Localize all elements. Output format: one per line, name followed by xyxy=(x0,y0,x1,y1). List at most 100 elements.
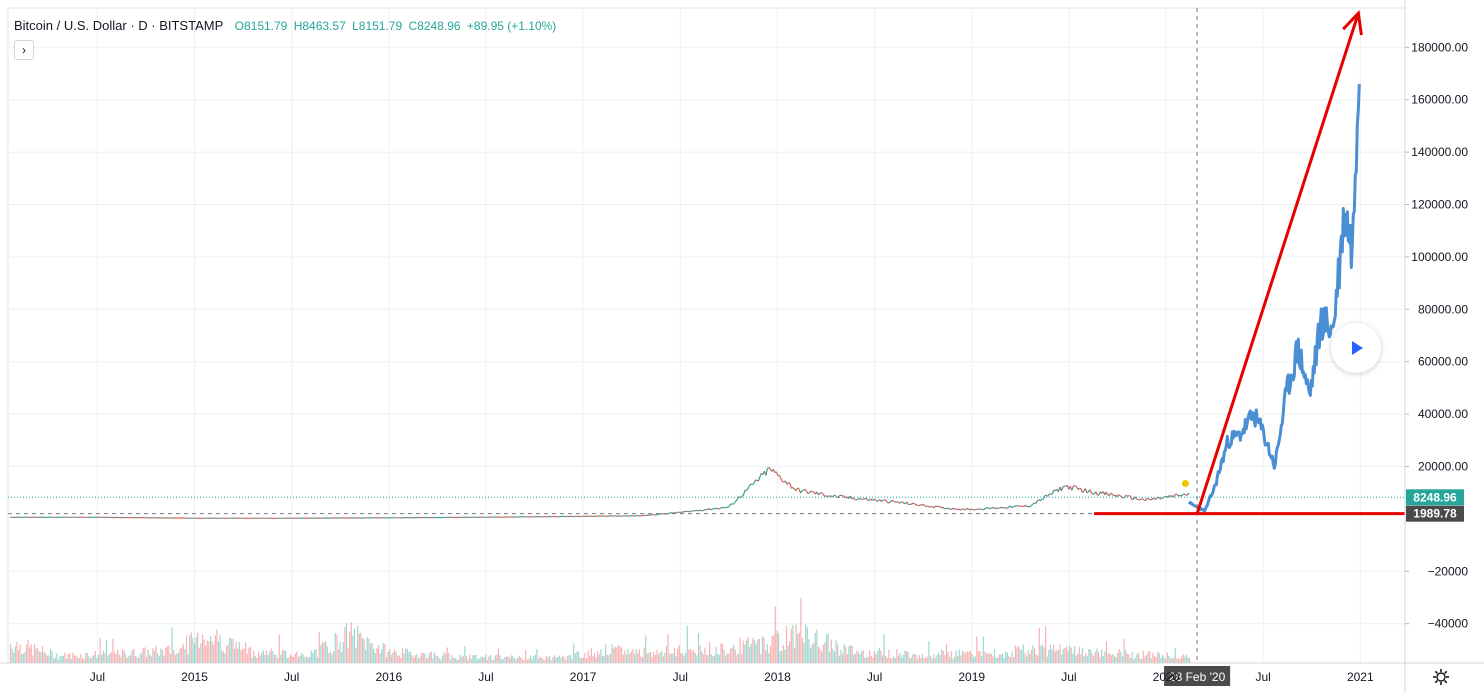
volume-bar xyxy=(1136,654,1138,663)
price-segment xyxy=(1105,491,1109,496)
price-segment xyxy=(645,514,648,517)
volume-bar xyxy=(843,644,845,663)
price-segment xyxy=(753,479,756,484)
volume-bar xyxy=(849,645,852,663)
volume-bar xyxy=(265,650,268,663)
volume-bar xyxy=(385,657,388,663)
play-button[interactable] xyxy=(1331,323,1381,373)
price-segment xyxy=(804,488,807,492)
volume-bar xyxy=(685,652,687,663)
volume-bar xyxy=(833,651,836,663)
volume-bar xyxy=(809,648,812,663)
price-segment xyxy=(650,514,653,516)
volume-bar xyxy=(43,652,45,663)
volume-bar xyxy=(646,653,648,663)
volume-bar xyxy=(64,652,66,663)
volume-bar xyxy=(179,648,181,663)
volume-bar xyxy=(35,648,37,663)
volume-bar xyxy=(1085,653,1087,663)
volume-bar xyxy=(558,655,560,663)
price-segment xyxy=(1180,494,1184,497)
settings-button[interactable] xyxy=(1432,668,1450,686)
volume-bar xyxy=(323,642,325,663)
volume-bar xyxy=(544,659,546,663)
volume-bar xyxy=(425,658,428,663)
volume-bar xyxy=(865,657,868,663)
volume-bar xyxy=(293,657,295,663)
price-segment xyxy=(920,504,923,506)
volume-bar xyxy=(233,649,236,663)
volume-bar xyxy=(216,629,218,663)
volume-bar xyxy=(429,652,431,663)
volume-bar xyxy=(798,632,800,663)
volume-bar xyxy=(696,655,698,663)
price-segment xyxy=(1008,505,1011,508)
volume-bar xyxy=(379,653,381,663)
volume-bar xyxy=(400,658,402,663)
volume-bar xyxy=(1025,656,1028,663)
volume-bar xyxy=(213,644,215,663)
volume-bar xyxy=(181,647,183,663)
price-segment xyxy=(953,507,956,510)
volume-bar xyxy=(566,656,568,663)
volume-bar xyxy=(177,653,180,663)
volume-bar xyxy=(301,652,303,663)
volume-bar xyxy=(718,654,720,663)
volume-bar xyxy=(1094,652,1096,663)
volume-bar xyxy=(933,654,935,663)
volume-bar xyxy=(1081,647,1084,663)
volume-bar xyxy=(1011,651,1013,663)
volume-bar xyxy=(358,633,360,663)
price-segment xyxy=(957,508,960,511)
volume-bar xyxy=(97,654,100,663)
low-price-label: 1989.78 xyxy=(1413,507,1457,521)
volume-bar xyxy=(222,651,224,663)
volume-bar xyxy=(995,657,997,663)
volume-bar xyxy=(624,650,626,663)
volume-bar xyxy=(773,635,775,663)
volume-bar xyxy=(261,652,263,663)
volume-bar xyxy=(529,655,532,663)
volume-bars xyxy=(9,598,1191,663)
price-segment xyxy=(1009,505,1013,509)
price-segment xyxy=(1158,496,1161,500)
volume-bar xyxy=(702,654,704,663)
price-segment xyxy=(984,507,987,510)
close-value: C8248.96 xyxy=(408,19,461,33)
volume-bar xyxy=(889,658,892,663)
volume-bar xyxy=(832,648,834,663)
volume-bar xyxy=(600,649,602,663)
volume-bar xyxy=(94,651,96,663)
volume-bar xyxy=(640,656,642,663)
price-segment xyxy=(1029,505,1032,508)
volume-bar xyxy=(965,653,967,663)
volume-bar xyxy=(1089,649,1092,663)
volume-bar xyxy=(27,640,29,663)
volume-bar xyxy=(397,655,399,663)
volume-bar xyxy=(1184,656,1186,663)
volume-bar xyxy=(440,659,442,663)
volume-bar xyxy=(805,624,807,663)
volume-bar xyxy=(302,654,304,663)
volume-bar xyxy=(622,654,624,663)
volume-bar xyxy=(59,656,61,663)
volume-bar xyxy=(955,650,957,663)
volume-bar xyxy=(416,653,418,663)
volume-bar xyxy=(449,659,452,663)
symbol-legend: Bitcoin / U.S. Dollar · D · BITSTAMP O81… xyxy=(14,18,559,33)
volume-bar xyxy=(806,627,808,663)
price-segment xyxy=(939,505,942,509)
volume-bar xyxy=(723,650,725,663)
volume-bar xyxy=(86,653,88,663)
volume-bar xyxy=(864,657,866,663)
volume-bar xyxy=(736,655,738,663)
volume-bar xyxy=(952,658,954,663)
price-segment xyxy=(888,501,891,504)
volume-bar xyxy=(597,651,599,663)
volume-bar xyxy=(326,646,328,663)
volume-bar xyxy=(1072,653,1074,663)
price-segment xyxy=(893,500,896,503)
volume-bar xyxy=(1125,650,1127,663)
chevron-right-icon[interactable]: › xyxy=(14,40,34,60)
